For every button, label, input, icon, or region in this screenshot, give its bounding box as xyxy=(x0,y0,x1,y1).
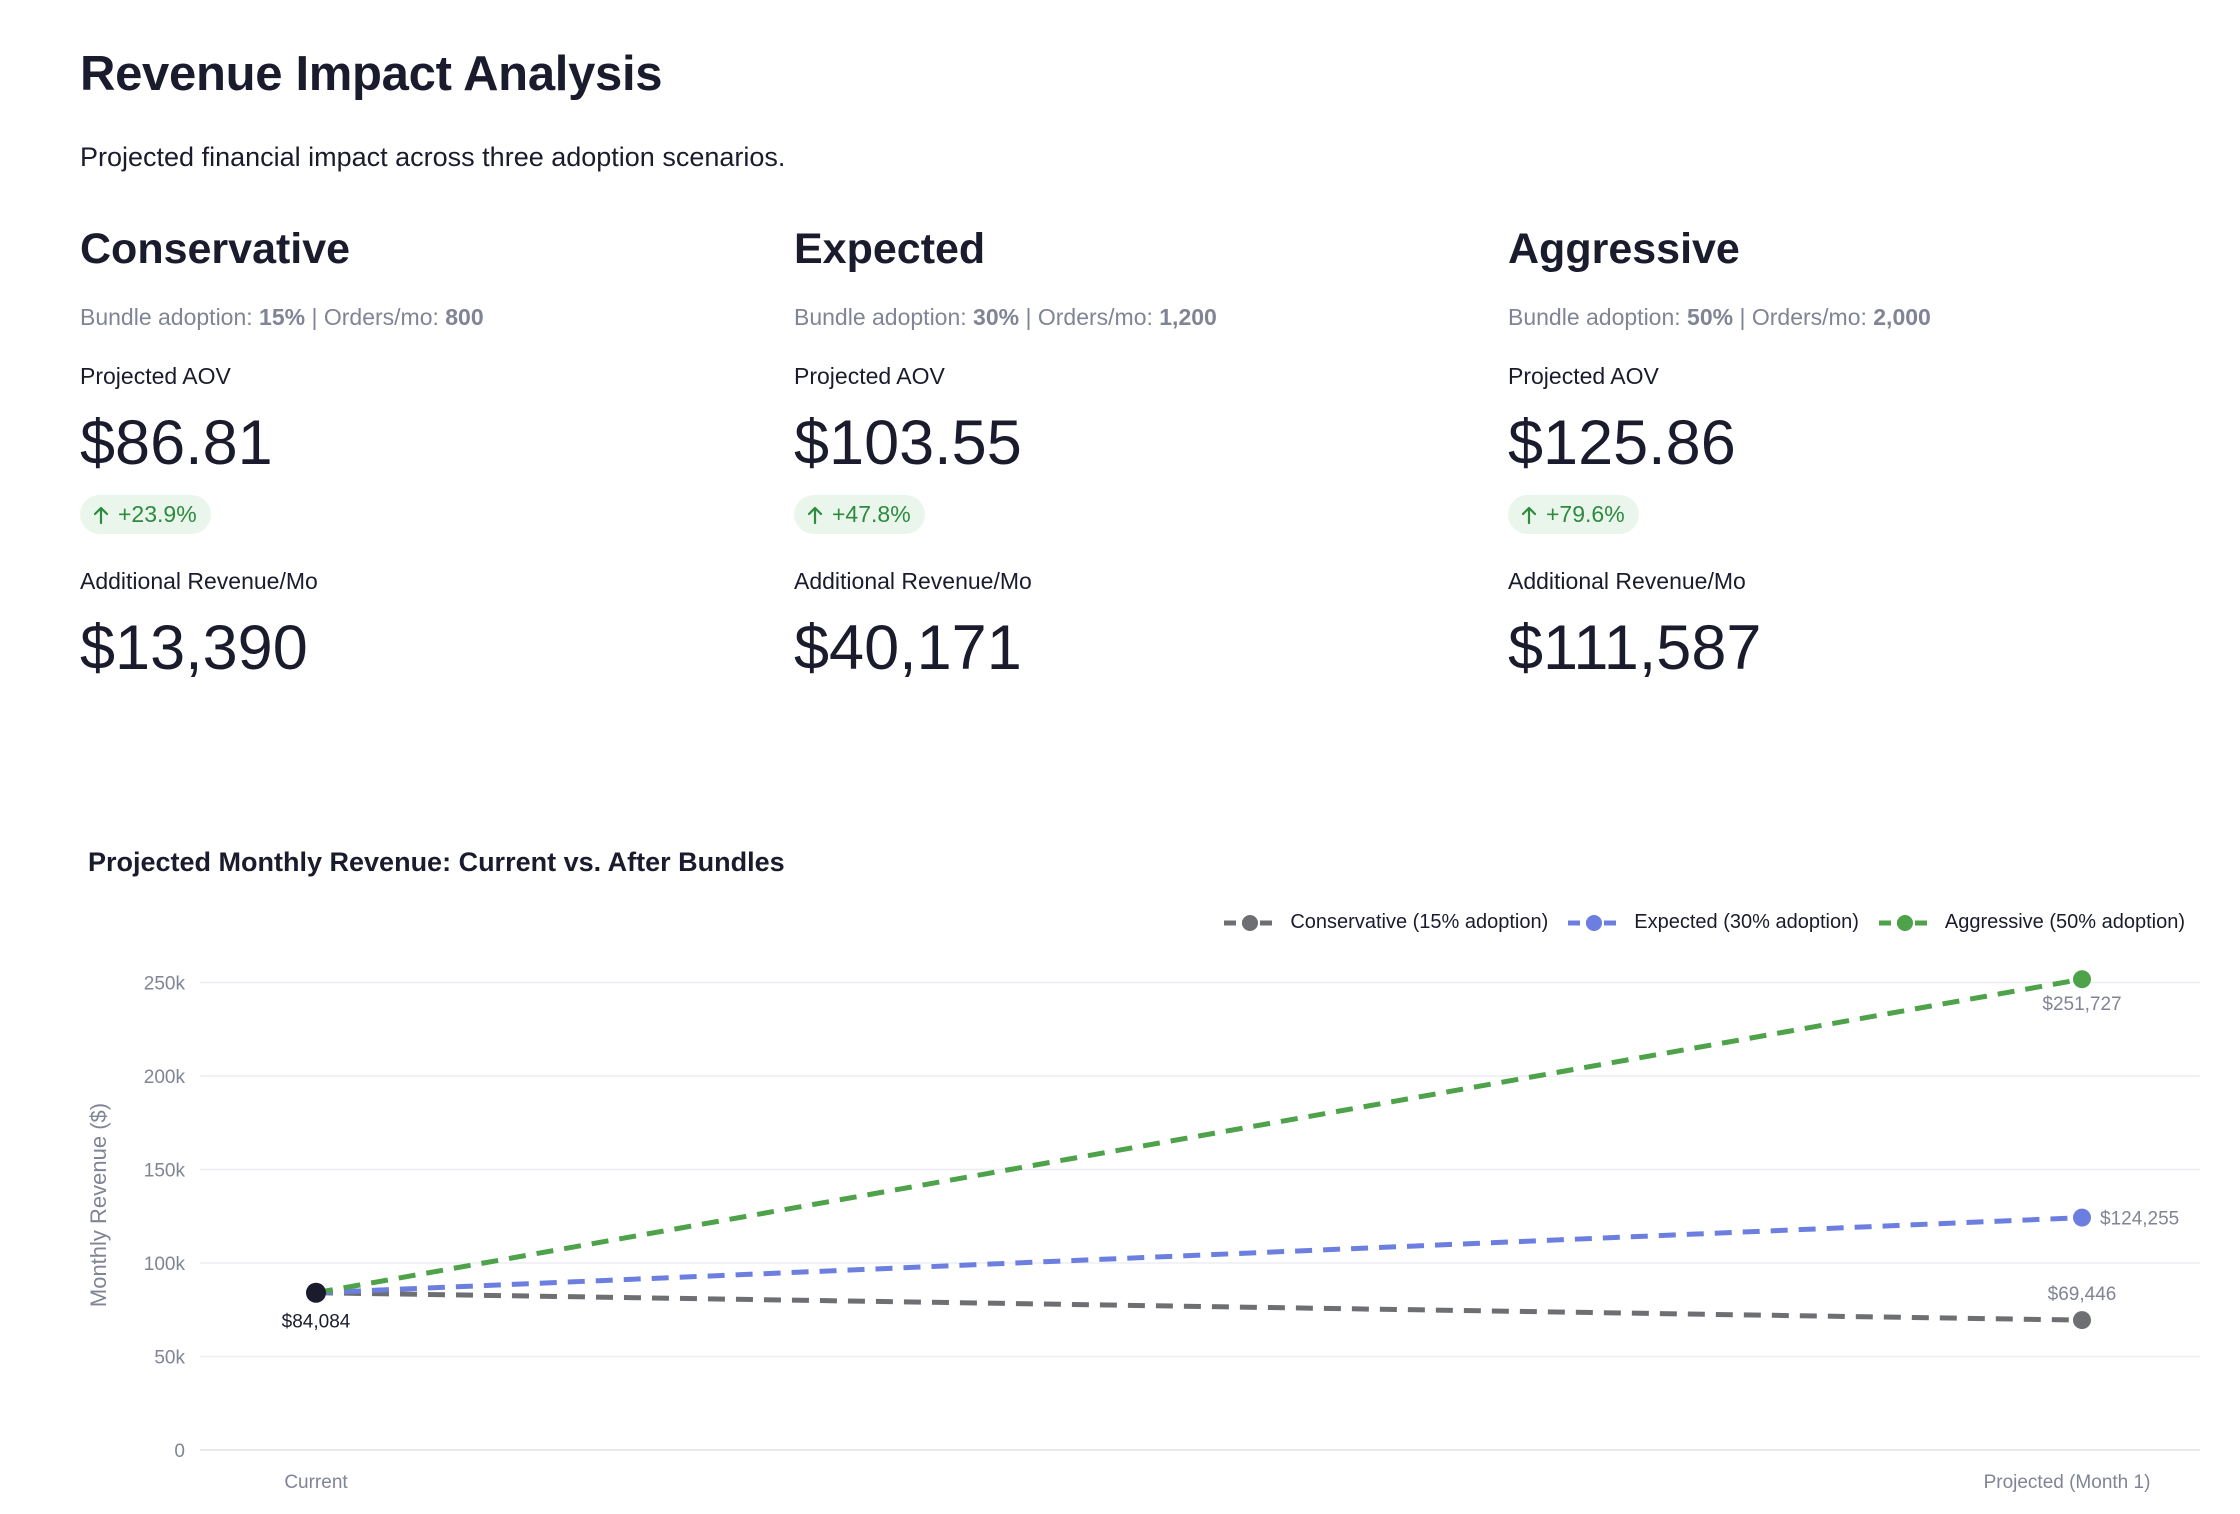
data-point-current xyxy=(306,1282,326,1303)
aov-value: $103.55 xyxy=(794,408,1022,478)
data-point xyxy=(2073,970,2091,989)
orders-label: | Orders/mo: xyxy=(1025,304,1153,330)
orders-value: 800 xyxy=(445,304,484,330)
adoption-value: 15% xyxy=(259,304,306,330)
aov-label: Projected AOV xyxy=(80,363,231,389)
legend-item[interactable]: Aggressive (50% adoption) xyxy=(1878,911,2185,934)
chart-title: Projected Monthly Revenue: Current vs. A… xyxy=(88,847,785,877)
adoption-value: 30% xyxy=(973,304,1020,330)
y-tick-label: 250k xyxy=(144,973,186,994)
scenario-name: Expected xyxy=(794,225,986,273)
legend-swatch-icon xyxy=(1568,914,1621,931)
aov-value: $86.81 xyxy=(80,408,273,478)
arrow-up-icon xyxy=(1521,506,1537,524)
data-point xyxy=(2073,1311,2091,1330)
y-tick-label: 150k xyxy=(144,1160,186,1181)
data-label: $124,255 xyxy=(2100,1209,2179,1230)
series-line xyxy=(315,1215,2083,1296)
aov-delta-badge: +79.6% xyxy=(1508,495,1639,534)
aov-value: $125.86 xyxy=(1508,408,1736,478)
data-label: $69,446 xyxy=(2048,1284,2117,1305)
aov-delta-value: +47.8% xyxy=(832,501,911,527)
revenue-value: $13,390 xyxy=(80,613,308,683)
legend-swatch-icon xyxy=(1224,914,1277,931)
scenario-meta: Bundle adoption: 15% | Orders/mo: 800 xyxy=(80,304,720,331)
arrow-up-icon xyxy=(93,506,109,524)
scenario-name: Conservative xyxy=(80,225,351,273)
y-tick-label: 50k xyxy=(154,1347,185,1368)
adoption-label: Bundle adoption: xyxy=(80,304,253,330)
legend-label: Expected (30% adoption) xyxy=(1634,911,1859,933)
scenario-meta: Bundle adoption: 30% | Orders/mo: 1,200 xyxy=(794,304,1434,331)
y-axis-title: Monthly Revenue ($) xyxy=(86,1103,111,1307)
revenue-label: Additional Revenue/Mo xyxy=(1508,568,1746,594)
revenue-value: $111,587 xyxy=(1508,613,1762,683)
y-tick-label: 200k xyxy=(144,1067,186,1088)
x-tick-label: Projected (Month 1) xyxy=(1984,1472,2151,1493)
scenario-card-aggressive: Aggressive Bundle adoption: 50% | Orders… xyxy=(1508,225,2148,680)
legend-item[interactable]: Expected (30% adoption) xyxy=(1568,911,1859,934)
arrow-up-icon xyxy=(807,506,823,524)
y-tick-label: 0 xyxy=(174,1441,185,1462)
y-tick-label: 100k xyxy=(144,1254,186,1275)
orders-label: | Orders/mo: xyxy=(311,304,439,330)
data-label: $251,727 xyxy=(2042,994,2121,1015)
series-line xyxy=(315,1290,2083,1323)
scenario-name: Aggressive xyxy=(1508,225,1740,273)
orders-label: | Orders/mo: xyxy=(1739,304,1867,330)
orders-value: 1,200 xyxy=(1159,304,1217,330)
scenario-card-conservative: Conservative Bundle adoption: 15% | Orde… xyxy=(80,225,720,680)
scenario-meta: Bundle adoption: 50% | Orders/mo: 2,000 xyxy=(1508,304,2148,331)
page-title: Revenue Impact Analysis xyxy=(80,47,663,101)
revenue-label: Additional Revenue/Mo xyxy=(80,568,318,594)
aov-label: Projected AOV xyxy=(794,363,945,389)
series-line xyxy=(315,976,2083,1296)
scenario-card-expected: Expected Bundle adoption: 30% | Orders/m… xyxy=(794,225,1434,680)
aov-delta-value: +79.6% xyxy=(1546,501,1625,527)
legend-label: Conservative (15% adoption) xyxy=(1290,911,1549,933)
page-subtitle: Projected financial impact across three … xyxy=(80,142,786,172)
aov-delta-value: +23.9% xyxy=(118,501,197,527)
aov-delta-badge: +47.8% xyxy=(794,495,925,534)
x-tick-label: Current xyxy=(284,1472,348,1493)
legend-label: Aggressive (50% adoption) xyxy=(1944,911,2185,933)
adoption-label: Bundle adoption: xyxy=(794,304,967,330)
aov-label: Projected AOV xyxy=(1508,363,1659,389)
revenue-label: Additional Revenue/Mo xyxy=(794,568,1032,594)
adoption-value: 50% xyxy=(1687,304,1734,330)
legend-swatch-icon xyxy=(1878,914,1931,931)
data-point xyxy=(2073,1208,2091,1227)
adoption-label: Bundle adoption: xyxy=(1508,304,1681,330)
chart-legend: Conservative (15% adoption) Expected (30%… xyxy=(1224,911,2185,934)
revenue-value: $40,171 xyxy=(794,613,1022,683)
data-label: $84,084 xyxy=(282,1312,351,1333)
aov-delta-badge: +23.9% xyxy=(80,495,211,534)
orders-value: 2,000 xyxy=(1873,304,1931,330)
legend-item[interactable]: Conservative (15% adoption) xyxy=(1224,911,1548,934)
